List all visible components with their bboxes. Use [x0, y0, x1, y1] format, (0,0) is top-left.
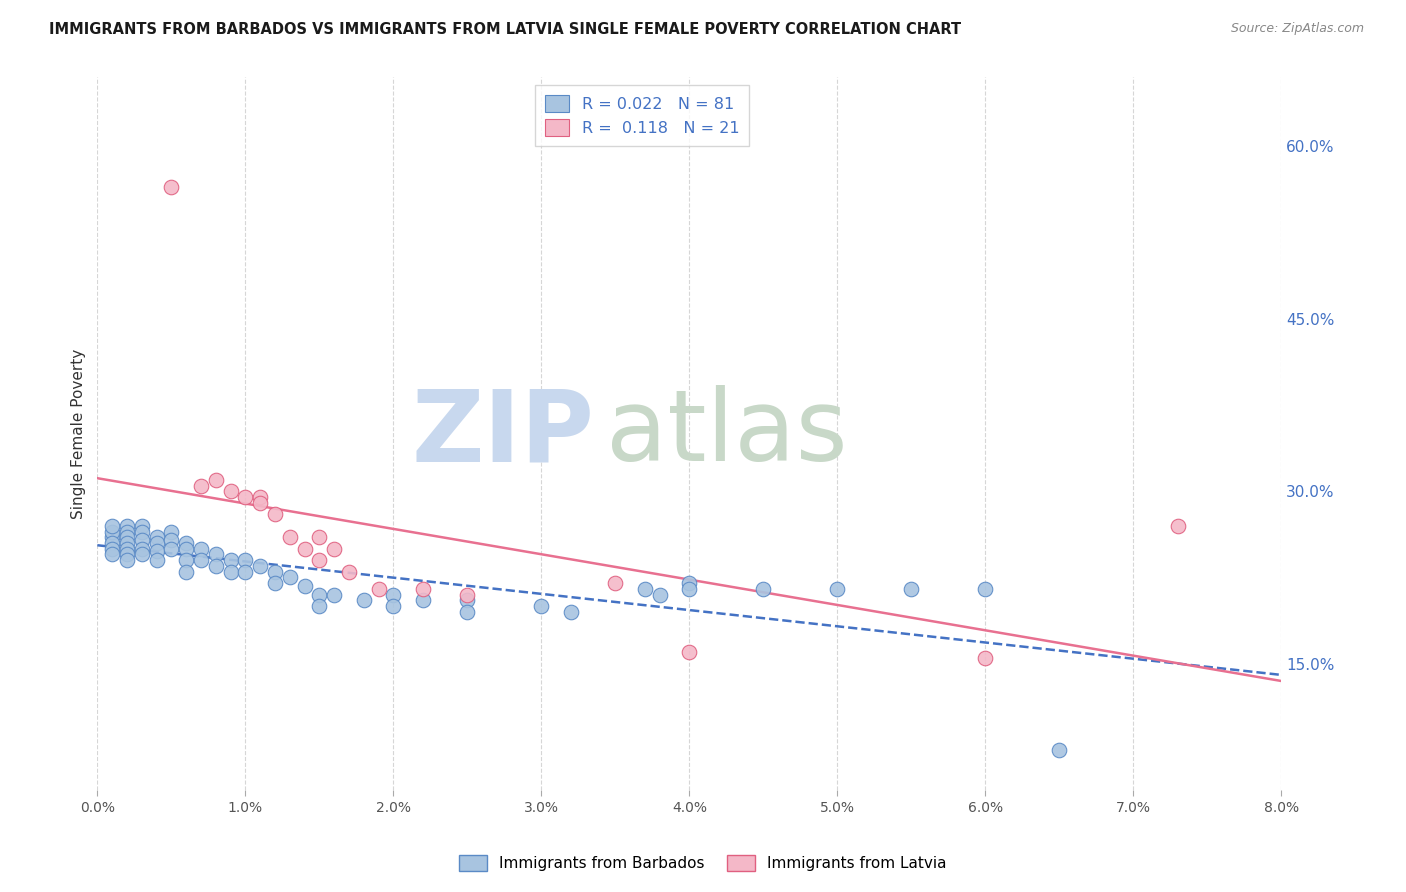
Point [1167, 518, 1189, 533]
Point [456, 593, 478, 607]
Point [101, 518, 124, 533]
Point [174, 565, 197, 579]
Point [174, 553, 197, 567]
Point [382, 588, 405, 602]
Point [294, 541, 316, 556]
Point [101, 524, 124, 539]
Point [115, 541, 138, 556]
Point [308, 599, 330, 614]
Point [337, 565, 360, 579]
Text: atlas: atlas [606, 385, 848, 483]
Point [160, 541, 183, 556]
Point [412, 582, 434, 596]
Point [131, 533, 153, 547]
Point [308, 553, 330, 567]
Point [190, 478, 212, 492]
Point [308, 588, 330, 602]
Point [235, 553, 257, 567]
Point [145, 536, 167, 550]
Point [1047, 743, 1070, 757]
Point [115, 553, 138, 567]
Point [131, 518, 153, 533]
Point [678, 576, 700, 591]
Point [160, 524, 183, 539]
Point [235, 490, 257, 504]
Point [160, 179, 183, 194]
Point [235, 565, 257, 579]
Point [219, 484, 242, 499]
Point [115, 524, 138, 539]
Point [678, 645, 700, 659]
Text: ZIP: ZIP [412, 385, 595, 483]
Point [264, 565, 287, 579]
Point [160, 533, 183, 547]
Point [249, 559, 271, 574]
Point [974, 651, 997, 665]
Point [115, 518, 138, 533]
Point [145, 553, 167, 567]
Point [353, 593, 375, 607]
Point [115, 530, 138, 544]
Point [249, 490, 271, 504]
Point [131, 524, 153, 539]
Point [264, 508, 287, 522]
Point [827, 582, 849, 596]
Point [101, 541, 124, 556]
Point [204, 559, 226, 574]
Point [278, 530, 301, 544]
Point [456, 588, 478, 602]
Point [145, 530, 167, 544]
Point [530, 599, 553, 614]
Point [190, 553, 212, 567]
Point [190, 541, 212, 556]
Point [367, 582, 389, 596]
Text: Source: ZipAtlas.com: Source: ZipAtlas.com [1230, 22, 1364, 36]
Point [174, 536, 197, 550]
Legend: R = 0.022   N = 81, R =  0.118   N = 21: R = 0.022 N = 81, R = 0.118 N = 21 [536, 86, 749, 145]
Point [382, 599, 405, 614]
Point [308, 530, 330, 544]
Point [752, 582, 775, 596]
Point [101, 536, 124, 550]
Point [900, 582, 922, 596]
Point [678, 582, 700, 596]
Point [219, 565, 242, 579]
Point [605, 576, 627, 591]
Point [456, 605, 478, 619]
Point [560, 605, 582, 619]
Point [101, 530, 124, 544]
Y-axis label: Single Female Poverty: Single Female Poverty [72, 349, 86, 519]
Point [974, 582, 997, 596]
Point [131, 541, 153, 556]
Point [145, 544, 167, 558]
Point [634, 582, 657, 596]
Point [101, 548, 124, 562]
Point [131, 548, 153, 562]
Point [204, 548, 226, 562]
Legend: Immigrants from Barbados, Immigrants from Latvia: Immigrants from Barbados, Immigrants fro… [453, 849, 953, 877]
Point [219, 553, 242, 567]
Text: IMMIGRANTS FROM BARBADOS VS IMMIGRANTS FROM LATVIA SINGLE FEMALE POVERTY CORRELA: IMMIGRANTS FROM BARBADOS VS IMMIGRANTS F… [49, 22, 962, 37]
Point [204, 473, 226, 487]
Point [174, 541, 197, 556]
Point [115, 548, 138, 562]
Point [294, 578, 316, 592]
Point [249, 496, 271, 510]
Point [412, 593, 434, 607]
Point [323, 541, 346, 556]
Point [115, 536, 138, 550]
Point [278, 570, 301, 584]
Point [264, 576, 287, 591]
Point [323, 588, 346, 602]
Point [648, 588, 671, 602]
